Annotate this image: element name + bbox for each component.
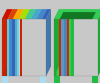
- Polygon shape: [54, 76, 60, 83]
- Polygon shape: [60, 12, 96, 19]
- Polygon shape: [2, 76, 5, 83]
- Polygon shape: [54, 71, 56, 83]
- Polygon shape: [64, 19, 66, 76]
- Polygon shape: [54, 9, 59, 76]
- Polygon shape: [2, 9, 13, 19]
- Polygon shape: [25, 9, 36, 19]
- Polygon shape: [92, 76, 98, 83]
- Polygon shape: [71, 19, 74, 76]
- Polygon shape: [8, 9, 18, 19]
- Polygon shape: [2, 76, 8, 83]
- Polygon shape: [54, 9, 100, 19]
- Polygon shape: [9, 19, 12, 76]
- Polygon shape: [4, 19, 7, 76]
- Polygon shape: [13, 9, 24, 19]
- Polygon shape: [2, 9, 7, 76]
- Polygon shape: [12, 19, 14, 76]
- Polygon shape: [98, 9, 100, 76]
- Polygon shape: [14, 19, 17, 76]
- Polygon shape: [36, 9, 47, 19]
- Polygon shape: [95, 76, 98, 83]
- Polygon shape: [54, 19, 56, 76]
- Polygon shape: [61, 19, 64, 76]
- Polygon shape: [18, 19, 20, 76]
- Polygon shape: [19, 9, 30, 19]
- Polygon shape: [66, 19, 69, 76]
- Polygon shape: [56, 19, 59, 76]
- Polygon shape: [42, 9, 51, 19]
- Polygon shape: [46, 9, 51, 76]
- Polygon shape: [43, 76, 46, 83]
- Polygon shape: [40, 76, 46, 83]
- Polygon shape: [7, 19, 9, 76]
- Polygon shape: [59, 19, 61, 76]
- Polygon shape: [69, 19, 71, 76]
- Polygon shape: [2, 19, 4, 76]
- Polygon shape: [20, 19, 22, 76]
- Polygon shape: [17, 19, 18, 76]
- Polygon shape: [2, 71, 4, 83]
- Polygon shape: [31, 9, 41, 19]
- Polygon shape: [54, 76, 57, 83]
